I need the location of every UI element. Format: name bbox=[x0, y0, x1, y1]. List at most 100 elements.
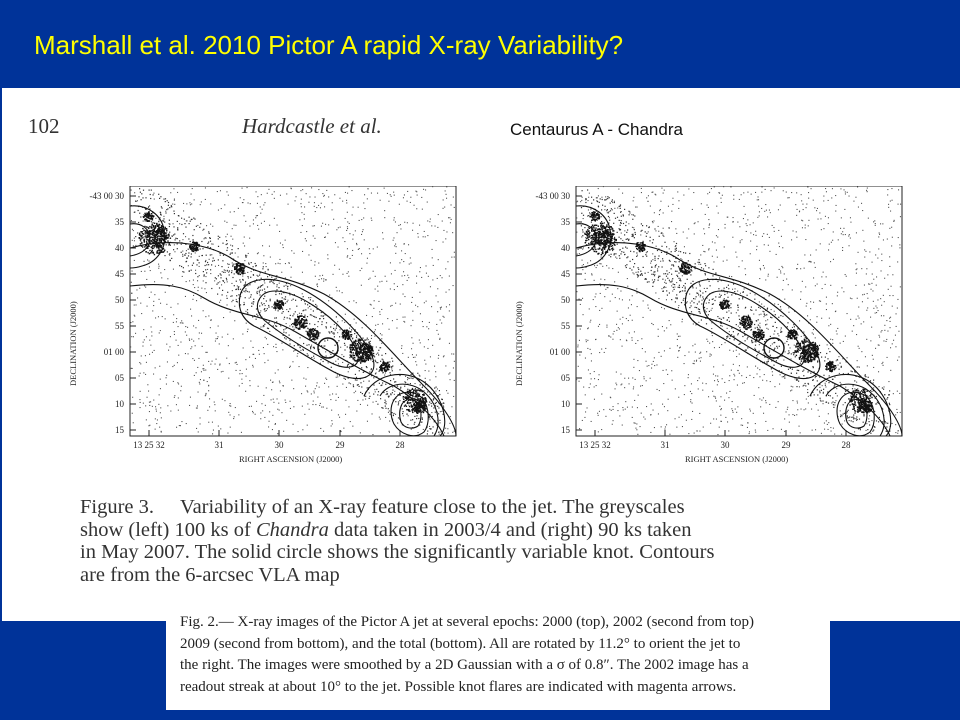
photon-dot bbox=[244, 297, 246, 299]
photon-dot bbox=[302, 296, 304, 298]
photon-dot bbox=[184, 353, 186, 355]
photon-dot bbox=[418, 400, 420, 403]
photon-dot bbox=[314, 328, 316, 330]
photon-dot bbox=[726, 259, 728, 261]
photon-dot bbox=[351, 345, 353, 347]
photon-dot bbox=[676, 345, 678, 347]
photon-dot bbox=[308, 335, 310, 337]
photon-dot bbox=[363, 380, 365, 382]
photon-dot bbox=[218, 264, 220, 266]
photon-dot bbox=[652, 324, 654, 326]
photon-dot bbox=[738, 365, 740, 367]
photon-dot bbox=[306, 231, 308, 233]
photon-dot bbox=[322, 274, 324, 276]
photon-dot bbox=[169, 244, 171, 246]
photon-dot bbox=[849, 217, 851, 219]
photon-dot bbox=[348, 406, 350, 408]
photon-dot bbox=[359, 352, 361, 354]
photon-dot bbox=[384, 217, 386, 219]
photon-dot bbox=[378, 300, 380, 302]
photon-dot bbox=[636, 206, 638, 208]
photon-dot bbox=[365, 366, 367, 368]
photon-dot bbox=[358, 248, 360, 250]
photon-dot bbox=[144, 207, 146, 209]
photon-dot bbox=[343, 334, 346, 336]
photon-dot bbox=[726, 392, 728, 394]
photon-dot bbox=[349, 331, 352, 333]
photon-dot bbox=[436, 329, 438, 331]
photon-dot bbox=[422, 385, 424, 387]
photon-dot bbox=[241, 187, 243, 189]
photon-dot bbox=[234, 268, 236, 270]
photon-dot bbox=[743, 205, 745, 207]
photon-dot bbox=[740, 194, 742, 196]
photon-dot bbox=[235, 361, 237, 363]
photon-dot bbox=[895, 432, 897, 434]
photon-dot bbox=[367, 356, 370, 358]
photon-dot bbox=[224, 204, 226, 206]
photon-dot bbox=[150, 236, 153, 238]
photon-dot bbox=[283, 285, 285, 287]
photon-dot bbox=[301, 405, 303, 407]
photon-dot bbox=[790, 385, 792, 387]
photon-dot bbox=[279, 390, 281, 392]
photon-dot bbox=[154, 367, 156, 369]
photon-dot bbox=[152, 222, 154, 224]
photon-dot bbox=[240, 431, 242, 433]
photon-dot bbox=[677, 191, 679, 193]
photon-dot bbox=[662, 227, 664, 229]
photon-dot bbox=[865, 429, 867, 431]
photon-dot bbox=[151, 236, 154, 239]
photon-dot bbox=[337, 227, 339, 229]
photon-dot bbox=[358, 346, 360, 349]
photon-dot bbox=[609, 300, 611, 302]
photon-dot bbox=[721, 378, 723, 380]
photon-dot bbox=[392, 239, 394, 241]
photon-dot bbox=[668, 227, 670, 229]
photon-dot bbox=[831, 197, 833, 199]
photon-dot bbox=[300, 322, 303, 324]
photon-dot bbox=[205, 394, 207, 396]
photon-dot bbox=[259, 279, 261, 281]
photon-dot bbox=[877, 344, 879, 346]
photon-dot bbox=[161, 238, 164, 240]
photon-dot bbox=[450, 218, 452, 220]
photon-dot bbox=[406, 413, 408, 415]
photon-dot bbox=[732, 350, 734, 352]
photon-dot bbox=[219, 252, 221, 255]
photon-dot bbox=[798, 425, 800, 427]
photon-dot bbox=[385, 401, 387, 403]
photon-dot bbox=[415, 389, 417, 391]
photon-dot bbox=[204, 187, 206, 189]
photon-dot bbox=[633, 422, 635, 424]
photon-dot bbox=[199, 423, 201, 425]
photon-dot bbox=[231, 295, 233, 297]
photon-dot bbox=[636, 292, 638, 294]
photon-dot bbox=[237, 207, 239, 209]
photon-dot bbox=[275, 293, 277, 296]
photon-dot bbox=[255, 308, 258, 310]
photon-dot bbox=[356, 353, 358, 356]
photon-dot bbox=[164, 291, 166, 293]
photon-dot bbox=[361, 219, 363, 221]
photon-dot bbox=[210, 273, 212, 275]
photon-dot bbox=[395, 413, 397, 415]
photon-dot bbox=[317, 335, 319, 338]
photon-dot bbox=[239, 264, 242, 266]
photon-dot bbox=[185, 326, 187, 328]
photon-dot bbox=[150, 230, 153, 232]
photon-dot bbox=[175, 404, 177, 406]
photon-dot bbox=[352, 384, 354, 386]
photon-dot bbox=[189, 246, 191, 248]
photon-dot bbox=[325, 326, 327, 328]
photon-dot bbox=[264, 295, 266, 297]
photon-dot bbox=[372, 352, 375, 355]
photon-dot bbox=[590, 353, 592, 355]
photon-dot bbox=[819, 399, 821, 401]
photon-dot bbox=[837, 291, 839, 293]
photon-dot bbox=[423, 390, 425, 392]
photon-dot bbox=[426, 326, 428, 328]
photon-dot bbox=[423, 230, 425, 232]
photon-dot bbox=[143, 229, 145, 231]
photon-dot bbox=[386, 393, 388, 395]
